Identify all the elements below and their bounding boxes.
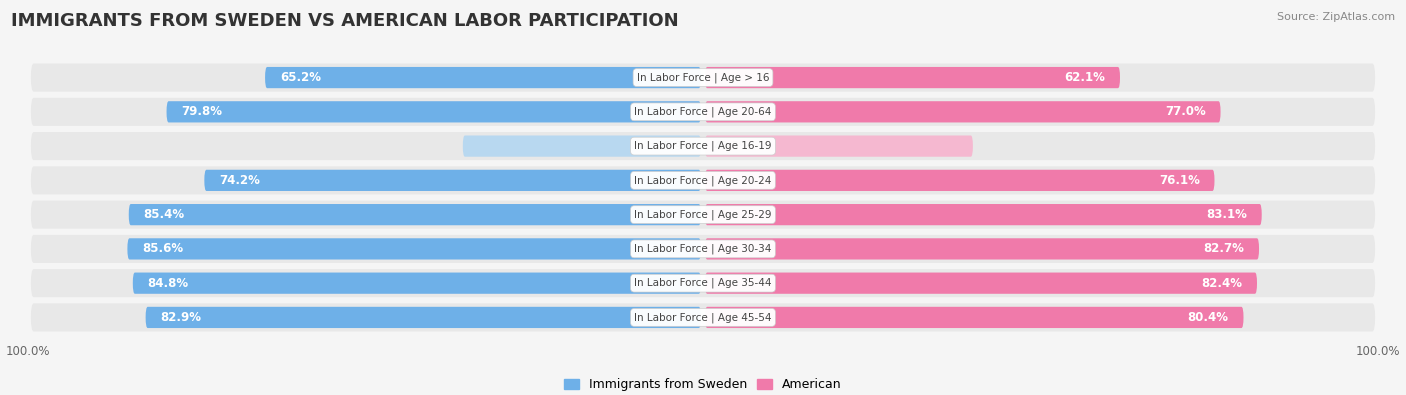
Text: In Labor Force | Age 35-44: In Labor Force | Age 35-44	[634, 278, 772, 288]
Text: In Labor Force | Age 45-54: In Labor Force | Age 45-54	[634, 312, 772, 323]
Text: 85.4%: 85.4%	[143, 208, 184, 221]
Text: 35.9%: 35.9%	[655, 139, 693, 152]
FancyBboxPatch shape	[132, 273, 702, 294]
Text: 85.6%: 85.6%	[142, 243, 183, 256]
Legend: Immigrants from Sweden, American: Immigrants from Sweden, American	[560, 373, 846, 395]
FancyBboxPatch shape	[704, 135, 973, 157]
FancyBboxPatch shape	[266, 67, 702, 88]
FancyBboxPatch shape	[129, 204, 702, 225]
Text: In Labor Force | Age > 16: In Labor Force | Age > 16	[637, 72, 769, 83]
Text: 79.8%: 79.8%	[181, 105, 222, 118]
FancyBboxPatch shape	[166, 101, 702, 122]
FancyBboxPatch shape	[31, 166, 1375, 194]
Text: In Labor Force | Age 30-34: In Labor Force | Age 30-34	[634, 244, 772, 254]
Text: 65.2%: 65.2%	[280, 71, 321, 84]
FancyBboxPatch shape	[146, 307, 702, 328]
Text: 76.1%: 76.1%	[1159, 174, 1199, 187]
FancyBboxPatch shape	[128, 238, 702, 260]
FancyBboxPatch shape	[704, 204, 1261, 225]
FancyBboxPatch shape	[31, 269, 1375, 297]
FancyBboxPatch shape	[31, 98, 1375, 126]
FancyBboxPatch shape	[463, 135, 702, 157]
FancyBboxPatch shape	[704, 273, 1257, 294]
Text: 84.8%: 84.8%	[148, 276, 188, 290]
Text: In Labor Force | Age 25-29: In Labor Force | Age 25-29	[634, 209, 772, 220]
Text: 62.1%: 62.1%	[1064, 71, 1105, 84]
Text: 77.0%: 77.0%	[1166, 105, 1206, 118]
FancyBboxPatch shape	[31, 201, 1375, 229]
FancyBboxPatch shape	[704, 67, 1121, 88]
Text: In Labor Force | Age 20-64: In Labor Force | Age 20-64	[634, 107, 772, 117]
FancyBboxPatch shape	[704, 307, 1243, 328]
Text: 40.3%: 40.3%	[713, 139, 751, 152]
Text: In Labor Force | Age 16-19: In Labor Force | Age 16-19	[634, 141, 772, 151]
Text: 74.2%: 74.2%	[219, 174, 260, 187]
Text: Source: ZipAtlas.com: Source: ZipAtlas.com	[1277, 12, 1395, 22]
Text: 80.4%: 80.4%	[1188, 311, 1229, 324]
FancyBboxPatch shape	[704, 238, 1258, 260]
FancyBboxPatch shape	[31, 132, 1375, 160]
FancyBboxPatch shape	[204, 170, 702, 191]
FancyBboxPatch shape	[704, 170, 1215, 191]
FancyBboxPatch shape	[31, 235, 1375, 263]
Text: 82.9%: 82.9%	[160, 311, 201, 324]
Text: 83.1%: 83.1%	[1206, 208, 1247, 221]
Text: IMMIGRANTS FROM SWEDEN VS AMERICAN LABOR PARTICIPATION: IMMIGRANTS FROM SWEDEN VS AMERICAN LABOR…	[11, 12, 679, 30]
FancyBboxPatch shape	[704, 101, 1220, 122]
Text: 82.7%: 82.7%	[1204, 243, 1244, 256]
FancyBboxPatch shape	[31, 64, 1375, 92]
FancyBboxPatch shape	[31, 303, 1375, 331]
Text: In Labor Force | Age 20-24: In Labor Force | Age 20-24	[634, 175, 772, 186]
Text: 82.4%: 82.4%	[1201, 276, 1243, 290]
